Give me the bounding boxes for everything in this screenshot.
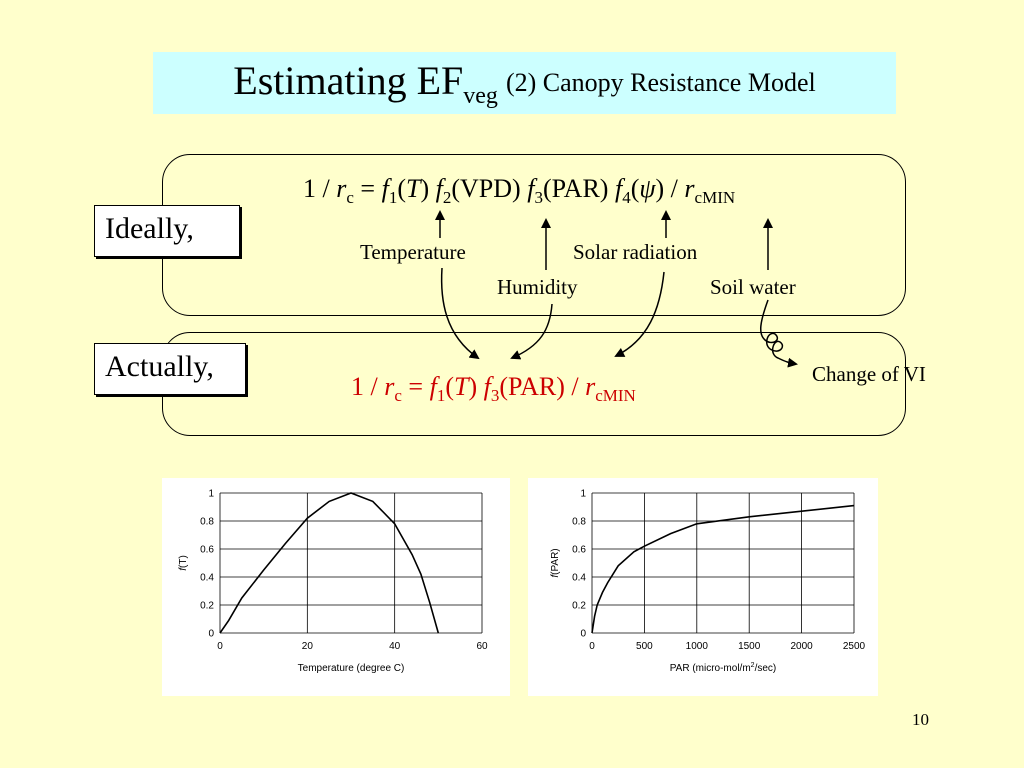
x-tick-label: 1000 [686, 641, 709, 652]
y-tick-label: 0.6 [200, 545, 214, 556]
title-subscript: veg [463, 82, 498, 109]
x-tick-label: 20 [302, 641, 314, 652]
eq-sub: c [346, 188, 354, 208]
eq-var: f [429, 372, 437, 401]
x-tick-label: 2500 [843, 641, 866, 652]
eq-sub: 3 [490, 386, 500, 406]
actual-equation: 1 / rc = f1(T) f3(PAR) / rcMIN [351, 372, 636, 406]
eq-text: ) [420, 174, 436, 203]
eq-var: r [585, 372, 596, 401]
x-axis-label: Temperature (degree C) [298, 663, 405, 674]
eq-text: ) / [655, 174, 685, 203]
title-subtitle: (2) Canopy Resistance Model [505, 68, 816, 97]
x-axis-label-sup: 2 [751, 662, 755, 669]
eq-var: r [336, 174, 347, 203]
eq-text: 1 / [303, 174, 337, 203]
y-axis-label-f: f [550, 574, 561, 578]
eq-sub: 4 [622, 188, 631, 208]
x-axis-label-end: /sec) [755, 663, 777, 674]
eq-text: 1 / [351, 372, 385, 401]
eq-text: (PAR) / [499, 372, 586, 401]
eq-var: f [527, 174, 535, 203]
y-axis-label-f: f [178, 567, 189, 571]
change-of-vi: Change of VI [812, 362, 926, 386]
chart-temperature: 0 0.2 0.4 0.6 0.8 1 0 20 40 60 Temperature (degree… [162, 478, 510, 696]
eq-sub: cMIN [694, 188, 736, 208]
x-tick-label: 40 [389, 641, 401, 652]
eq-sub: 1 [436, 386, 446, 406]
x-tick-label: 60 [476, 641, 488, 652]
eq-sub: 3 [534, 188, 543, 208]
eq-var: f [435, 174, 443, 203]
actually-label: Actually, [94, 343, 246, 395]
eq-sub: cMIN [595, 386, 636, 406]
annotation-soil-water: Soil water [710, 275, 796, 299]
y-tick-label: 0.8 [200, 517, 214, 528]
curve-humidity [510, 303, 553, 360]
ideal-equation: 1 / rc = f1(T) f2(VPD) f3(PAR) f4(ψ) / r… [303, 174, 735, 208]
y-axis-label: f(T) [178, 555, 189, 571]
eq-var: f [614, 174, 623, 203]
eq-var: f [483, 372, 491, 401]
annotation-temperature: Temperature [360, 240, 466, 264]
y-tick-label: 0.4 [572, 573, 586, 584]
eq-sub: 2 [442, 188, 452, 208]
curve-solar [614, 271, 665, 357]
eq-var: r [684, 174, 695, 203]
eq-text: ( [445, 372, 454, 401]
series-line [591, 504, 855, 634]
ideally-label: Ideally, [94, 205, 240, 257]
x-tick-label: 0 [589, 641, 595, 652]
eq-text: ) [468, 372, 484, 401]
eq-var: f [381, 174, 389, 203]
eq-text: ( [397, 174, 406, 203]
y-tick-label: 0 [580, 629, 586, 640]
curve-temperature [440, 267, 480, 360]
series-line [219, 492, 440, 634]
y-tick-label: 0 [208, 629, 214, 640]
y-tick-label: 0.2 [572, 601, 586, 612]
eq-text: = [353, 174, 382, 203]
eq-text: = [401, 372, 430, 401]
eq-sub: c [394, 386, 402, 406]
x-axis-label-text: PAR (micro-mol/m [670, 663, 751, 674]
y-tick-label: 1 [580, 489, 586, 500]
page-number: 10 [912, 710, 929, 729]
x-tick-label: 1500 [738, 641, 761, 652]
y-tick-label: 0.4 [200, 573, 214, 584]
x-tick-label: 500 [636, 641, 653, 652]
y-axis-label-rest: (PAR) [550, 548, 561, 574]
eq-var: r [384, 372, 395, 401]
y-tick-label: 1 [208, 489, 214, 500]
eq-text: ( [630, 174, 640, 203]
chart-temperature-svg: 0 0.2 0.4 0.6 0.8 1 0 20 40 60 Temperature (degree… [178, 489, 488, 675]
curve-soil [760, 299, 798, 368]
y-tick-label: 0.8 [572, 517, 586, 528]
annotation-humidity: Humidity [497, 275, 578, 299]
slide-title: Estimating EFveg (2) Canopy Resistance M… [153, 52, 896, 114]
y-axis-label-rest: (T) [178, 555, 189, 568]
eq-text: (PAR) [542, 174, 615, 203]
y-tick-label: 0.6 [572, 545, 586, 556]
x-tick-label: 0 [217, 641, 223, 652]
x-axis-label-text: Temperature (degree C) [298, 663, 405, 674]
x-tick-label: 2000 [790, 641, 813, 652]
chart-par: 0 0.2 0.4 0.6 0.8 1 0 500 1000 1500 2000 2500 PAR (m… [528, 478, 878, 696]
eq-text: (VPD) [451, 174, 528, 203]
title-text: Estimating EF [233, 57, 464, 103]
eq-var: T [453, 372, 469, 401]
y-axis-label: f(PAR) [550, 548, 561, 577]
eq-var: ψ [639, 174, 656, 203]
eq-sub: 1 [388, 188, 398, 208]
x-axis-label: PAR (micro-mol/m2/sec) [670, 662, 777, 674]
eq-var: T [405, 174, 421, 203]
y-tick-label: 0.2 [200, 601, 214, 612]
title-main: Estimating EFveg [233, 57, 498, 110]
chart-par-svg: 0 0.2 0.4 0.6 0.8 1 0 500 1000 1500 2000 2500 PAR (m… [550, 489, 866, 675]
annotation-solar-radiation: Solar radiation [573, 240, 698, 264]
